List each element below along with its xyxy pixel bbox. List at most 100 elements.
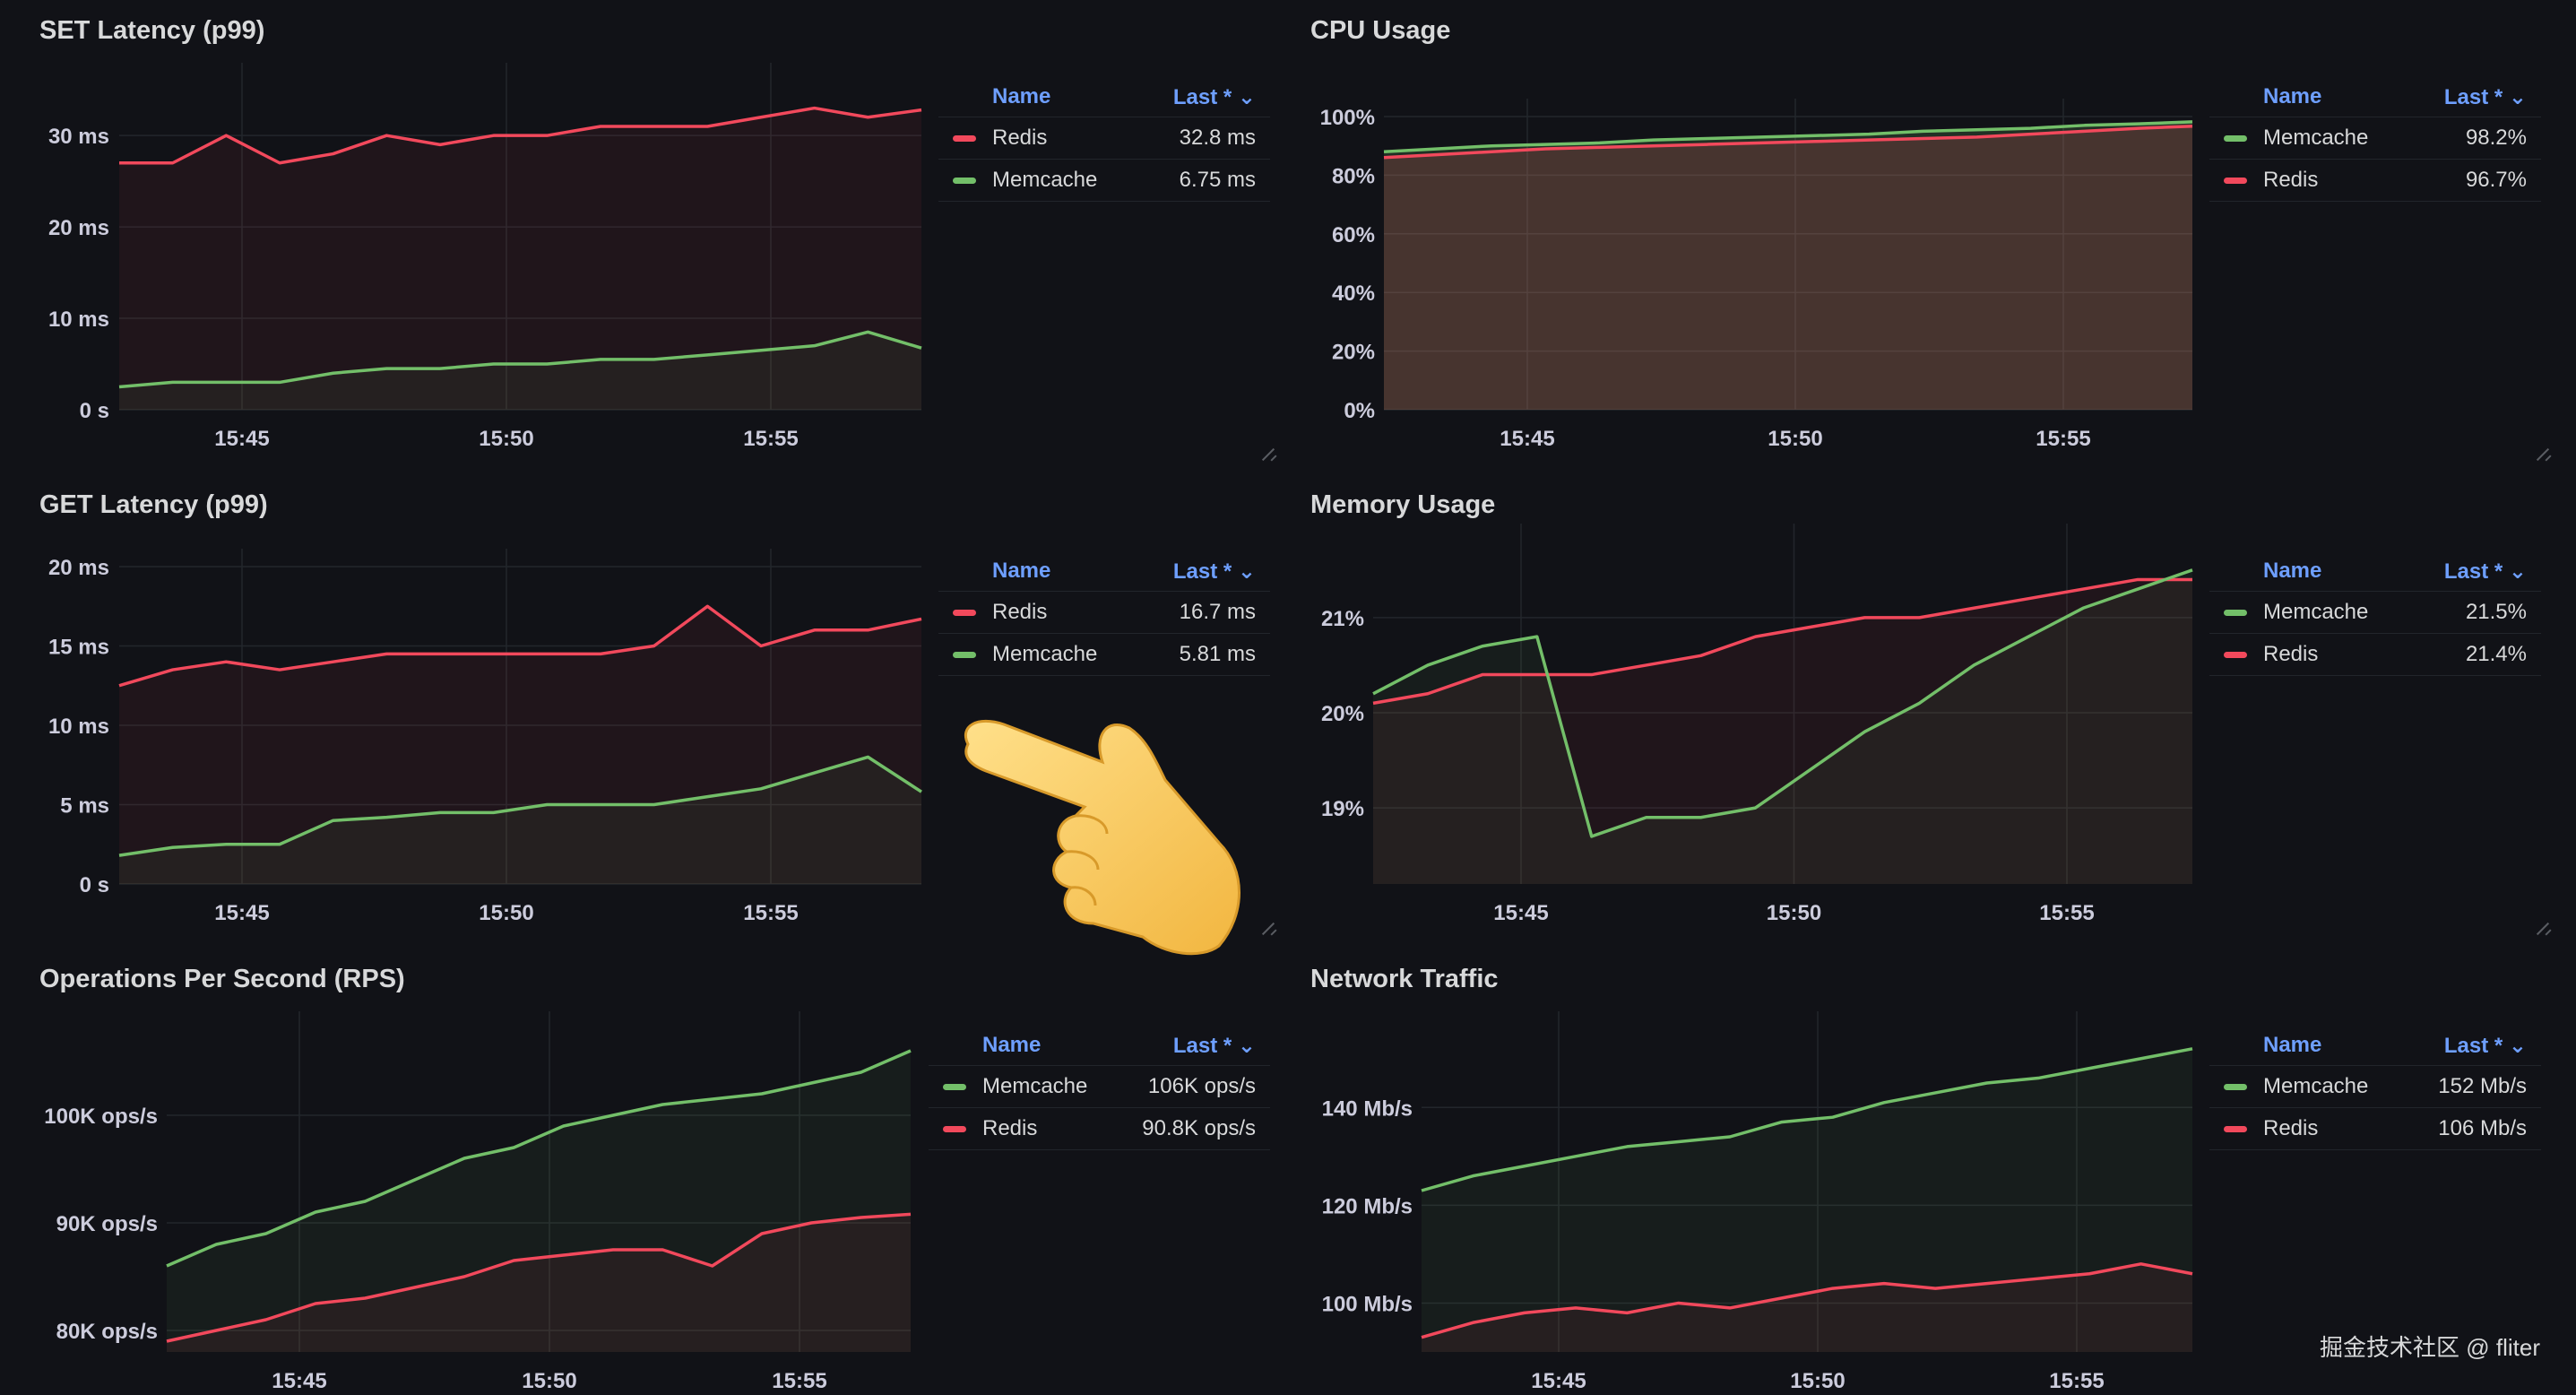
y-tick-label: 21% [1321,607,1364,631]
series-area-memcache [1422,1048,2192,1352]
y-tick-label: 15 ms [48,636,109,660]
panel-title[interactable]: Memory Usage [1310,490,1496,519]
y-tick-label: 100K ops/s [44,1105,158,1129]
series-line-redis [118,604,922,688]
chevron-down-icon: ⌄ [2508,559,2527,584]
legend-row-memcache[interactable]: Memcache 98.2% [2209,117,2541,160]
legend-name-header[interactable]: Name [2263,559,2322,583]
legend-row-memcache[interactable]: Memcache 5.81 ms [938,634,1270,676]
legend: Name Last * ⌄ Memcache 98.2% Redis 96.7% [2209,77,2541,202]
series-line-memcache [1372,568,2193,838]
series-swatch [2224,1083,2247,1090]
x-tick-label: 15:50 [522,1369,576,1393]
panel-get-latency: GET Latency (p99) 0 s 5 ms 10 ms 15 ms 20 ms… [0,474,1288,949]
x-tick-label: 15:50 [1768,427,1822,451]
y-tick-label: 19% [1321,797,1364,821]
network-traffic-chart: 100 Mb/s 120 Mb/s 140 Mb/s 15:45 15:50 15:55 [1322,1011,2193,1393]
chevron-down-icon: ⌄ [2508,1033,2527,1058]
series-line-memcache [118,330,922,389]
series-line-redis [1421,1262,2193,1339]
x-tick-label: 15:55 [2049,1369,2104,1393]
legend-row-memcache[interactable]: Memcache 21.5% [2209,592,2541,634]
series-area-redis [1422,1263,2192,1352]
panel-title[interactable]: Operations Per Second (RPS) [39,965,405,993]
legend-row-redis[interactable]: Redis 16.7 ms [938,592,1270,634]
series-line-memcache [166,1049,912,1268]
series-swatch [953,651,976,658]
y-tick-label: 100 Mb/s [1322,1292,1413,1316]
legend-name-header[interactable]: Name [992,559,1051,583]
x-tick-label: 15:55 [772,1369,826,1393]
chevron-down-icon: ⌄ [1237,84,1256,109]
legend-name-header[interactable]: Name [2263,84,2322,108]
legend-row-redis[interactable]: Redis 96.7% [2209,160,2541,202]
rps-chart: 80K ops/s 90K ops/s 100K ops/s 15:45 15:50 15… [44,1011,912,1393]
panel-operations-per-second: Operations Per Second (RPS) 80K ops/s 90K… [0,949,1288,1395]
series-swatch [2224,134,2247,142]
x-tick-label: 15:45 [272,1369,326,1393]
panel-cpu-usage: CPU Usage 0% 20% 40% 60% 80% 100% 15:45 15:50 15… [1271,0,2576,474]
x-tick-label: 15:45 [214,901,269,925]
resize-handle[interactable] [2535,919,2551,935]
y-tick-label: 90K ops/s [56,1212,158,1236]
series-area-memcache [1384,121,2192,411]
y-tick-label: 0 s [80,399,109,423]
y-tick-label: 20% [1321,702,1364,726]
legend-row-redis[interactable]: Redis 32.8 ms [938,117,1270,160]
legend-row-redis[interactable]: Redis 90.8K ops/s [929,1108,1270,1150]
watermark: 掘金技术社区 @ fliter [2320,1334,2540,1361]
y-tick-label: 140 Mb/s [1322,1096,1413,1121]
x-tick-label: 15:50 [479,901,533,925]
pointing-hand-icon [964,719,1240,956]
series-line-memcache [1383,120,2193,153]
legend-last-header[interactable]: Last * [2443,559,2503,584]
y-tick-label: 0% [1344,399,1375,423]
series-area-memcache [167,1051,911,1352]
series-area-redis [119,108,921,410]
get-latency-chart: 0 s 5 ms 10 ms 15 ms 20 ms 15:45 15:50 15:55 [48,549,922,925]
y-tick-label: 10 ms [48,715,109,739]
panel-title[interactable]: SET Latency (p99) [39,16,265,45]
panel-network-traffic: Network Traffic 100 Mb/s 120 Mb/s 140 Mb/s… [1271,949,2576,1395]
legend: Name Last * ⌄ Memcache 106K ops/s Redis 90… [929,1026,1270,1150]
legend: Name Last * ⌄ Memcache 152 Mb/s Redis 106 … [2209,1026,2541,1150]
resize-handle[interactable] [2535,445,2551,461]
panel-title[interactable]: GET Latency (p99) [39,490,268,519]
y-tick-label: 0 s [80,873,109,897]
series-line-redis [1383,125,2193,160]
y-tick-label: 20% [1332,341,1375,365]
legend-name-header[interactable]: Name [992,84,1051,108]
series-swatch [943,1125,966,1132]
legend-last-header[interactable]: Last * [2443,1033,2503,1058]
legend-last-header[interactable]: Last * [2443,84,2503,109]
x-tick-label: 15:55 [743,901,798,925]
series-line-redis [166,1212,912,1343]
legend-row-memcache[interactable]: Memcache 106K ops/s [929,1066,1270,1108]
x-tick-label: 15:55 [743,427,798,451]
memory-usage-chart: 19% 20% 21% 15:45 15:50 15:55 [1321,524,2193,925]
x-tick-label: 15:55 [2036,427,2090,451]
y-tick-label: 10 ms [48,308,109,332]
legend-row-redis[interactable]: Redis 21.4% [2209,634,2541,676]
series-area-redis [119,606,921,884]
legend-name-header[interactable]: Name [982,1033,1042,1057]
x-tick-label: 15:50 [1790,1369,1845,1393]
series-line-memcache [118,755,922,857]
legend-last-header[interactable]: Last * [1172,84,1232,109]
panel-title[interactable]: Network Traffic [1310,965,1499,993]
cpu-usage-chart: 0% 20% 40% 60% 80% 100% 15:45 15:50 15:55 [1320,99,2193,451]
legend-name-header[interactable]: Name [2263,1033,2322,1057]
legend-row-memcache[interactable]: Memcache 6.75 ms [938,160,1270,202]
series-swatch [953,177,976,184]
panel-title[interactable]: CPU Usage [1310,16,1451,45]
legend-row-redis[interactable]: Redis 106 Mb/s [2209,1108,2541,1150]
series-line-redis [1372,577,2192,706]
series-area-redis [167,1214,911,1352]
y-tick-label: 20 ms [48,556,109,580]
legend-row-memcache[interactable]: Memcache 152 Mb/s [2209,1066,2541,1108]
y-tick-label: 20 ms [48,216,109,240]
y-tick-label: 80K ops/s [56,1320,158,1344]
series-line-memcache [1421,1047,2193,1192]
legend-last-header[interactable]: Last * [1172,1033,1232,1058]
legend-last-header[interactable]: Last * [1172,559,1232,584]
